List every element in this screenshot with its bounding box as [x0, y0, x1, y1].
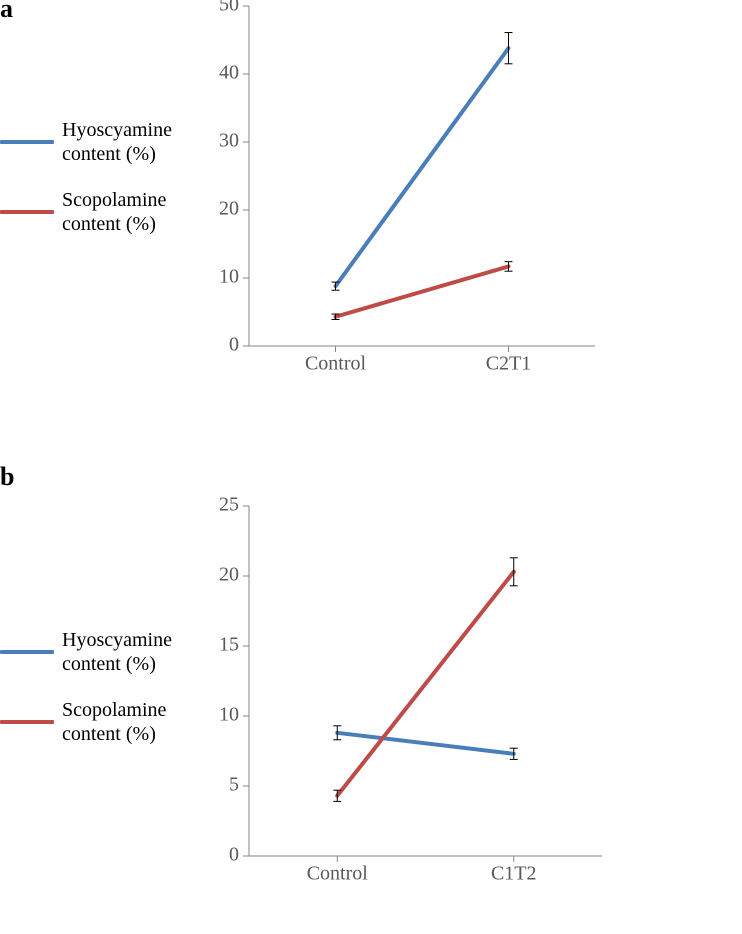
legend-b: Hyoscyamine content (%) Scopolamine cont… — [0, 628, 172, 746]
chart-a: 0 10 20 30 40 50 Control C2T1 — [213, 0, 601, 380]
svg-text:30: 30 — [219, 130, 239, 152]
legend-label-hyoscyamine: Hyoscyamine content (%) — [62, 118, 172, 166]
svg-text:Control: Control — [307, 863, 369, 885]
legend-item-hyoscyamine: Hyoscyamine content (%) — [0, 118, 172, 166]
svg-text:5: 5 — [229, 774, 239, 796]
page: { "colors": { "hyoscyamine": "#4a7ebb", … — [0, 0, 742, 934]
legend-label-scopolamine: Scopolamine content (%) — [62, 188, 166, 236]
svg-text:C2T1: C2T1 — [486, 353, 532, 375]
svg-text:Control: Control — [305, 353, 367, 375]
svg-text:C1T2: C1T2 — [491, 863, 537, 885]
legend-swatch-hyoscyamine-b — [0, 650, 54, 654]
legend-label-scopolamine-b: Scopolamine content (%) — [62, 698, 166, 746]
svg-text:20: 20 — [219, 198, 239, 220]
panel-a-label: a — [0, 0, 13, 24]
svg-text:10: 10 — [219, 266, 239, 288]
svg-text:0: 0 — [229, 844, 239, 866]
legend-a: Hyoscyamine content (%) Scopolamine cont… — [0, 118, 172, 236]
legend-label-hyoscyamine-b: Hyoscyamine content (%) — [62, 628, 172, 676]
svg-text:15: 15 — [219, 634, 239, 656]
svg-text:40: 40 — [219, 62, 239, 84]
svg-text:50: 50 — [219, 0, 239, 16]
panel-b-label: b — [0, 462, 14, 492]
legend-swatch-scopolamine — [0, 210, 54, 214]
legend-item-scopolamine-b: Scopolamine content (%) — [0, 698, 172, 746]
svg-text:10: 10 — [219, 704, 239, 726]
chart-b: 0510152025ControlC1T2 — [213, 500, 608, 890]
legend-swatch-scopolamine-b — [0, 720, 54, 724]
svg-text:0: 0 — [229, 334, 239, 356]
svg-text:25: 25 — [219, 494, 239, 516]
svg-text:20: 20 — [219, 564, 239, 586]
legend-item-hyoscyamine-b: Hyoscyamine content (%) — [0, 628, 172, 676]
legend-swatch-hyoscyamine — [0, 140, 54, 144]
legend-item-scopolamine: Scopolamine content (%) — [0, 188, 172, 236]
